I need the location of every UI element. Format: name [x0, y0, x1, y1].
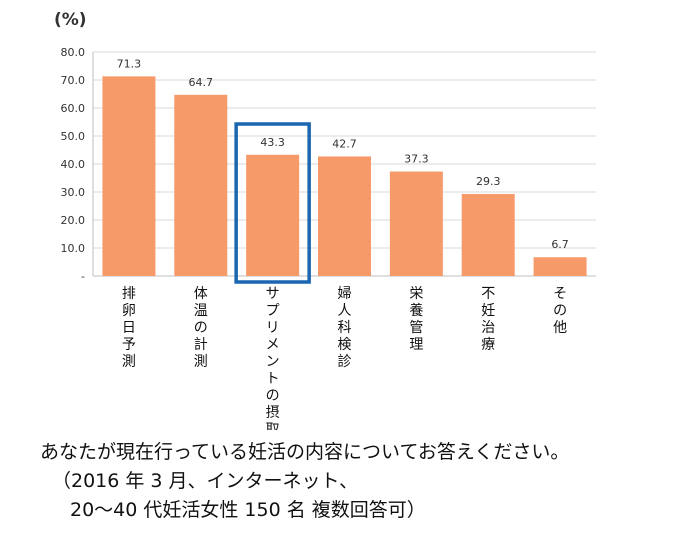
bar	[389, 171, 443, 276]
x-tick-label: 不妊治療	[481, 286, 495, 353]
x-tick-label: 栄養管理	[409, 286, 423, 353]
y-tick-label: 10.0	[61, 242, 86, 255]
bar	[102, 76, 156, 276]
y-tick-label: 40.0	[61, 158, 86, 171]
x-tick-label: その他	[553, 286, 567, 336]
y-tick-label: 60.0	[61, 102, 86, 115]
x-tick-label: 体温の計測	[194, 286, 208, 370]
x-tick-label: 排卵日予測	[122, 286, 136, 370]
bar	[174, 94, 228, 276]
data-label: 43.3	[260, 136, 285, 149]
data-label: 29.3	[476, 175, 501, 188]
data-label: 64.7	[189, 76, 214, 89]
caption-respondents: 20～40 代妊活女性 150 名 複数回答可）	[70, 499, 426, 521]
y-tick-label: 50.0	[61, 130, 86, 143]
bar	[461, 193, 515, 276]
bar	[318, 156, 371, 276]
bar	[246, 154, 300, 276]
y-tick-label: 30.0	[61, 186, 86, 199]
data-label: 42.7	[332, 137, 357, 150]
caption-survey-date-method: （2016 年 3 月、インターネット、	[52, 470, 359, 492]
bar	[533, 257, 587, 276]
y-axis-unit-label: (%)	[54, 10, 87, 30]
bar-chart: 80.0 70.0 60.0 50.0 40.0 30.0 20.0 10.0 - 71.3 排卵日…	[61, 46, 596, 430]
y-tick-label: 80.0	[61, 46, 86, 59]
caption-question: あなたが現在行っている妊活の内容についてお答えください。	[40, 441, 570, 463]
data-label: 6.7	[551, 238, 569, 251]
x-tick-label: 婦人科検診	[338, 285, 352, 370]
y-tick-label: -	[81, 270, 85, 283]
highlight-box	[234, 122, 311, 284]
data-label: 71.3	[117, 57, 142, 70]
data-label: 37.3	[404, 153, 429, 166]
y-tick-label: 70.0	[61, 74, 86, 87]
x-tick-label: サプリメントの摂取	[266, 286, 280, 430]
y-tick-label: 20.0	[61, 214, 86, 227]
